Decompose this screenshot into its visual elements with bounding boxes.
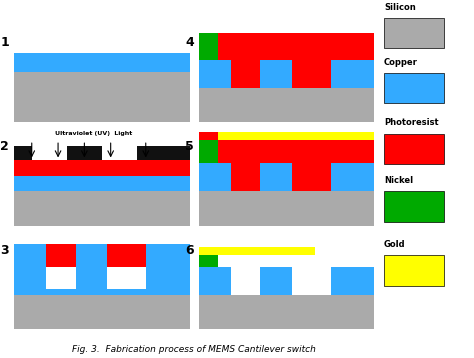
Bar [199, 255, 219, 267]
Bar [14, 53, 190, 72]
Bar [292, 267, 331, 295]
Bar [14, 244, 46, 267]
Bar [331, 267, 374, 295]
Text: Gold: Gold [384, 240, 406, 249]
Bar [14, 267, 46, 295]
Bar [199, 247, 219, 255]
Bar [384, 73, 444, 103]
Text: Copper: Copper [384, 58, 418, 67]
Bar [102, 146, 137, 160]
Bar [199, 267, 231, 295]
Text: Fig. 3.  Fabrication process of MEMS Cantilever switch: Fig. 3. Fabrication process of MEMS Cant… [73, 345, 316, 354]
Bar [231, 164, 261, 192]
Text: 2: 2 [0, 140, 9, 153]
Bar [107, 244, 146, 267]
Bar [261, 60, 292, 88]
Bar [14, 72, 190, 122]
Bar [32, 146, 67, 160]
Text: Nickel: Nickel [384, 176, 413, 185]
Bar [146, 267, 190, 295]
Bar [199, 33, 374, 44]
Bar [76, 244, 107, 267]
Text: Photoresist: Photoresist [384, 118, 438, 127]
Bar [199, 192, 374, 226]
Bar [219, 247, 315, 255]
Bar [199, 295, 374, 329]
Bar [231, 60, 261, 88]
Bar [384, 191, 444, 222]
Bar [199, 60, 231, 88]
Text: 6: 6 [185, 244, 194, 257]
Bar [199, 140, 374, 148]
Bar [14, 295, 190, 329]
Text: 3: 3 [0, 244, 9, 257]
Bar [384, 134, 444, 164]
Bar [199, 148, 219, 164]
Bar [199, 132, 219, 140]
Bar [331, 60, 374, 88]
Text: Silicon: Silicon [384, 3, 416, 12]
Bar [199, 164, 231, 192]
Bar [199, 44, 374, 60]
Bar [219, 132, 374, 140]
Bar [261, 164, 292, 192]
Bar [199, 185, 374, 192]
Bar [14, 289, 190, 295]
Bar [261, 267, 292, 295]
Bar [292, 60, 331, 88]
Bar [199, 88, 374, 122]
Bar [199, 148, 374, 164]
Bar [14, 160, 190, 176]
Bar [384, 255, 444, 286]
Bar [231, 267, 261, 295]
Bar [14, 146, 190, 160]
Bar [14, 192, 190, 226]
Text: 4: 4 [185, 37, 194, 49]
Bar [199, 81, 374, 88]
Text: 5: 5 [185, 140, 194, 153]
Bar [199, 33, 219, 44]
Bar [76, 267, 107, 295]
Bar [46, 244, 76, 267]
Bar [199, 44, 219, 60]
Text: 1: 1 [0, 37, 9, 49]
Bar [146, 244, 190, 267]
Bar [292, 164, 331, 192]
Bar [384, 18, 444, 48]
Text: Ultraviolet (UV)  Light: Ultraviolet (UV) Light [55, 131, 132, 136]
Bar [14, 244, 190, 267]
Bar [14, 176, 190, 192]
Bar [199, 140, 219, 148]
Bar [331, 164, 374, 192]
